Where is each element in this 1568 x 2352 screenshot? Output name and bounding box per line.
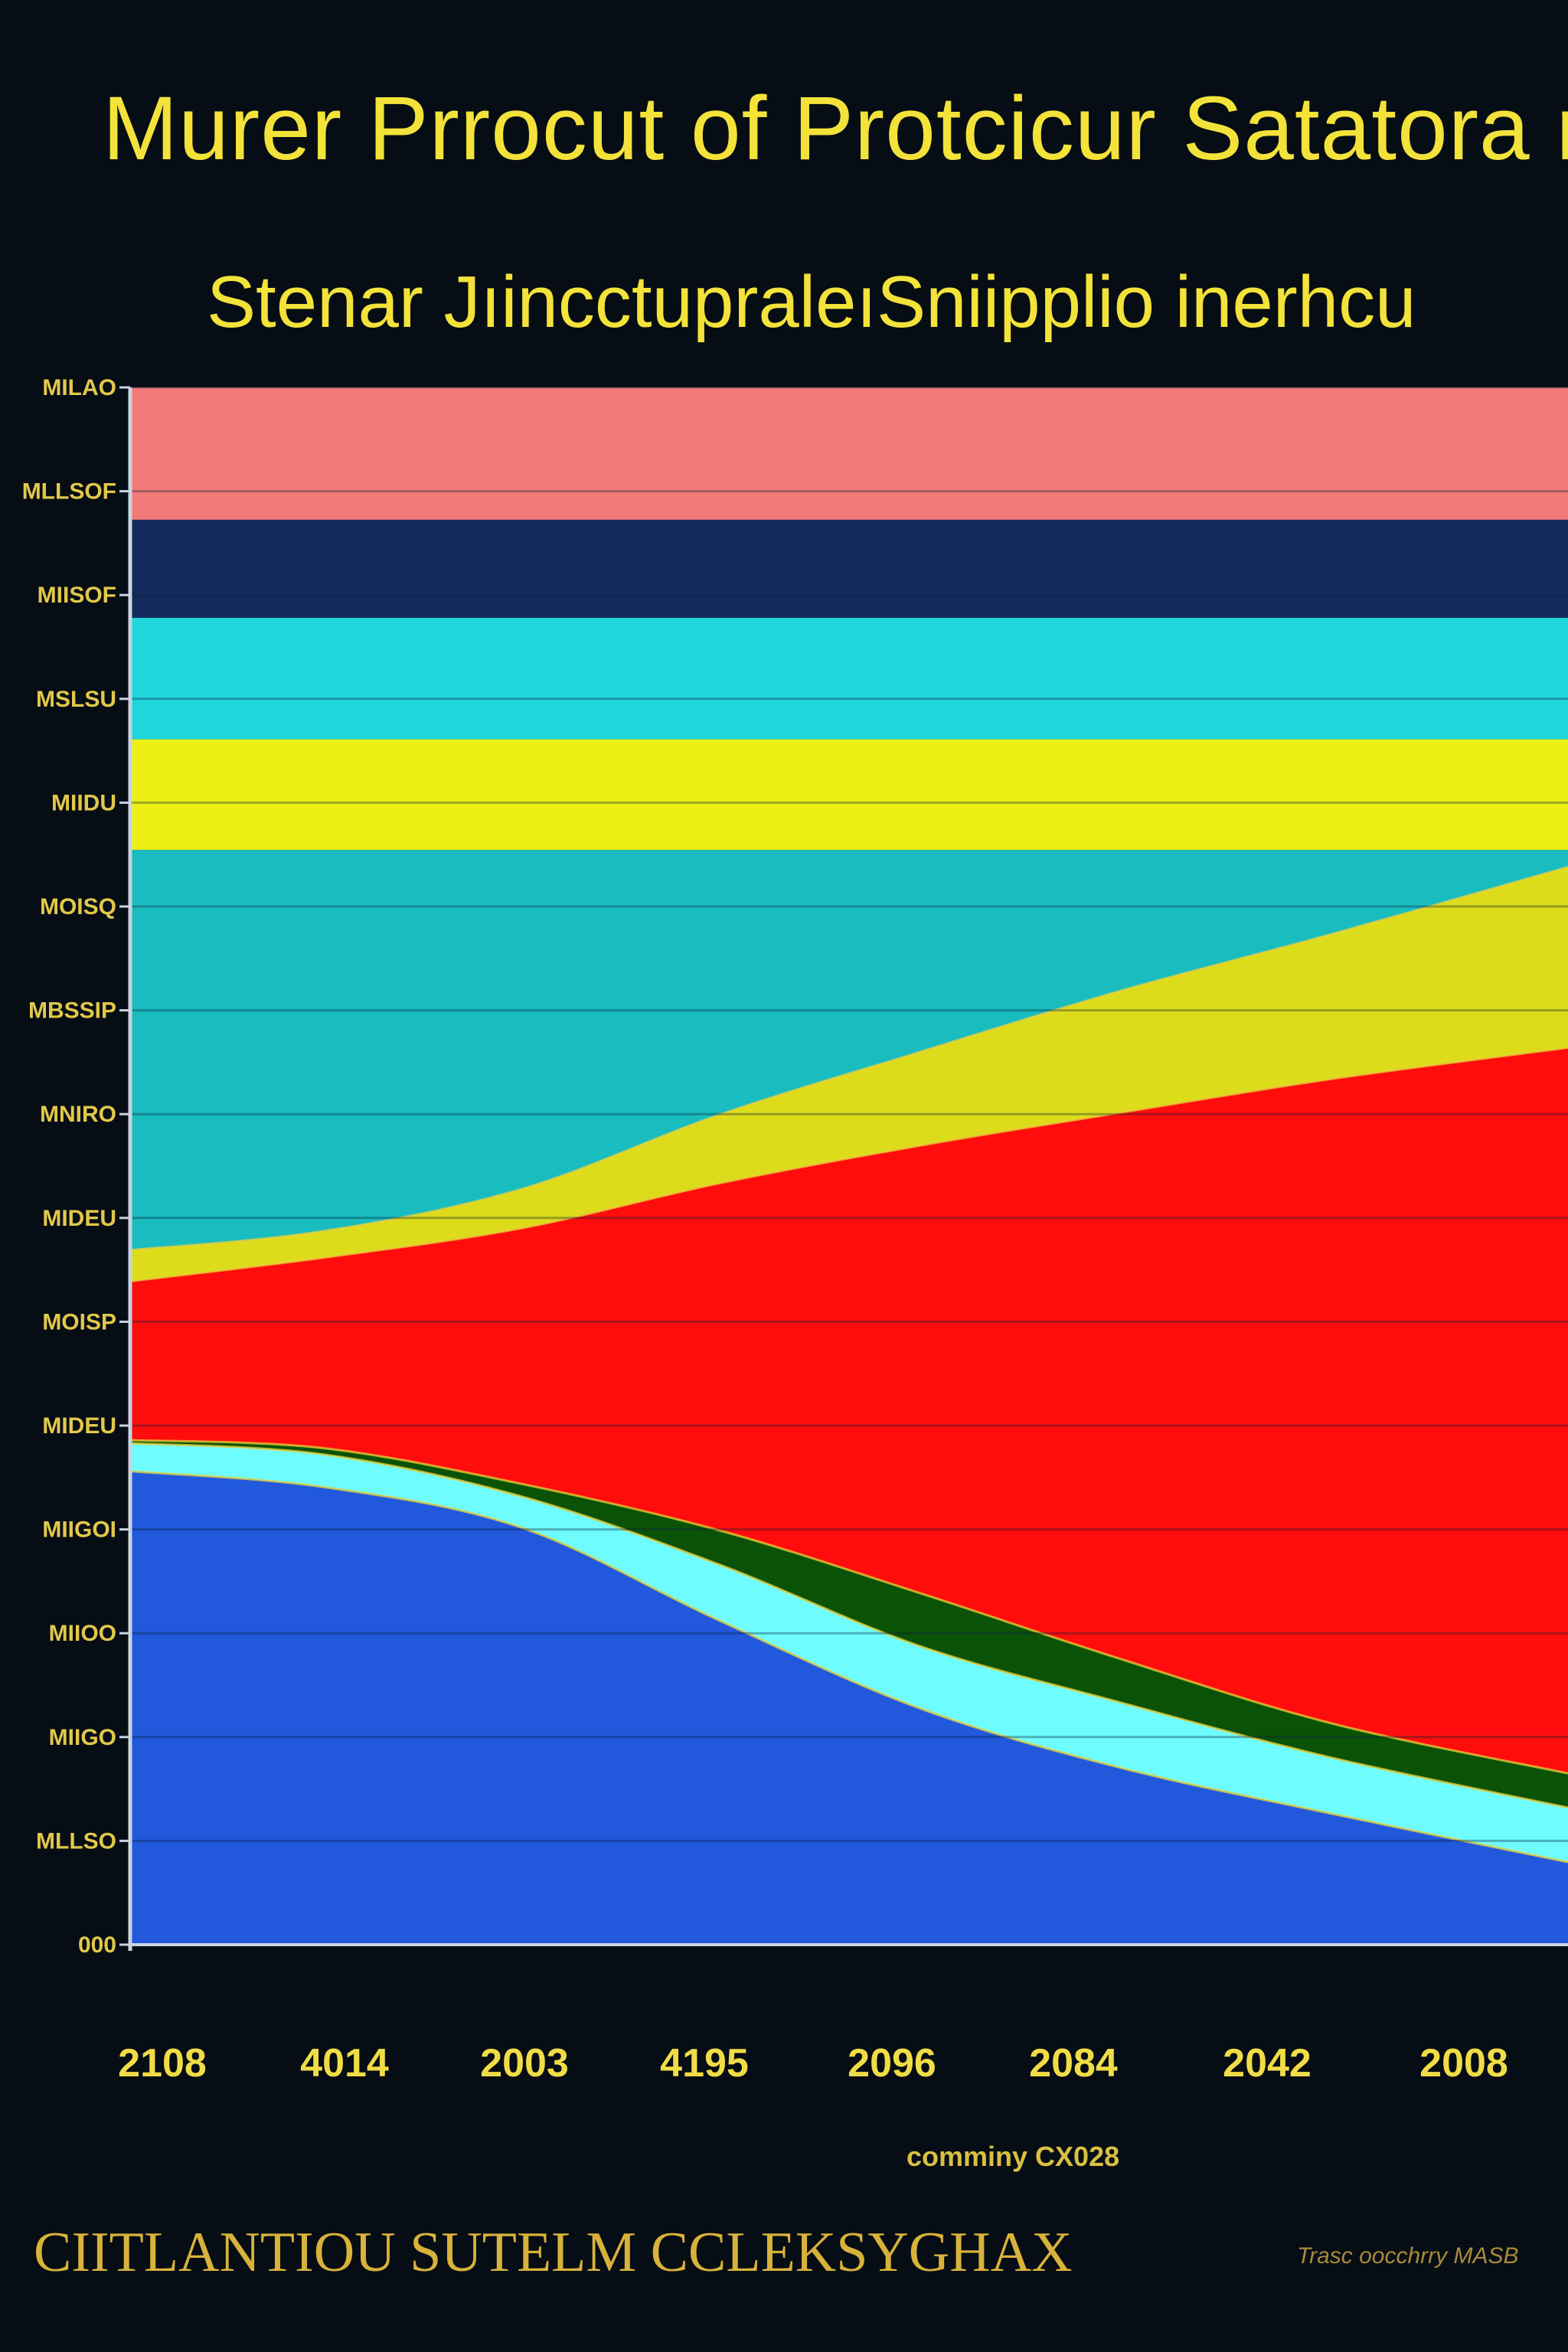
y-tick-label: MIIOO [49,1621,116,1646]
area-series-edge [129,1046,1568,1283]
y-tick-label: MIIDU [51,790,116,815]
axes [128,387,1568,1951]
y-tick-label: MNIRO [40,1102,116,1127]
chart-subtitle: Stenar JıincctupraleıSniipplio inerhcu [207,261,1416,343]
area-series-edge [129,866,1568,1252]
y-tick-label: MOISP [42,1309,116,1334]
x-tick-label: 2042 [1223,2041,1312,2086]
y-tick-label: MBSSIP [28,998,116,1024]
x-tick-label: 2003 [480,2041,569,2086]
area-series [129,866,1568,1945]
y-tick-label: 000 [78,1932,116,1958]
area-series-edge [129,1442,1568,1809]
y-tick-label: MIDEU [42,1206,116,1231]
y-tick-label: MIIGOI [42,1517,116,1543]
x-tick-label: 2096 [848,2041,936,2086]
footer-right-text: Trasc oocchrry MASB [1297,2243,1519,2269]
x-tick-label: 2084 [1029,2041,1118,2086]
background-band [130,387,1568,520]
y-tick-label: MIISOF [38,583,116,608]
footer-left-text: CIITLANTIOU SUTELM CCLEKSYGHAX [34,2221,1073,2284]
y-tick-labels: MILAO MLLSOF MIISOF MSLSU MIIDU MOISQ MBSSIP MN… [22,375,130,1958]
y-tick-label: MOISQ [40,894,116,920]
y-tick-label: MILAO [42,375,116,400]
background-band [130,519,1568,619]
chart-title: Murer Prrocut of Protcicur Satatora n [103,78,1568,179]
y-tick-label: MIDEU [42,1413,116,1439]
x-axis-label: comminy CX028 [906,2141,1120,2172]
area-series-edge [129,1439,1568,1775]
y-tick-label: MIIGO [49,1725,116,1750]
background-band [130,739,1568,851]
y-tick-label: MLLSOF [22,479,116,505]
area-series-edge [129,1470,1568,1864]
gridlines [130,386,1568,1946]
x-tick-label: 2108 [118,2041,207,2086]
x-tick-label: 4014 [300,2041,389,2086]
x-tick-labels: 2108 4014 2003 4195 2096 2084 2042 2008 [118,2041,1508,2086]
x-tick-label: 4195 [660,2041,749,2086]
background-band [130,618,1568,740]
y-tick-label: MSLSU [36,687,116,712]
y-tick-label: MLLSO [36,1828,116,1854]
x-tick-label: 2008 [1419,2041,1508,2086]
area-series-fill [130,1471,1568,1945]
